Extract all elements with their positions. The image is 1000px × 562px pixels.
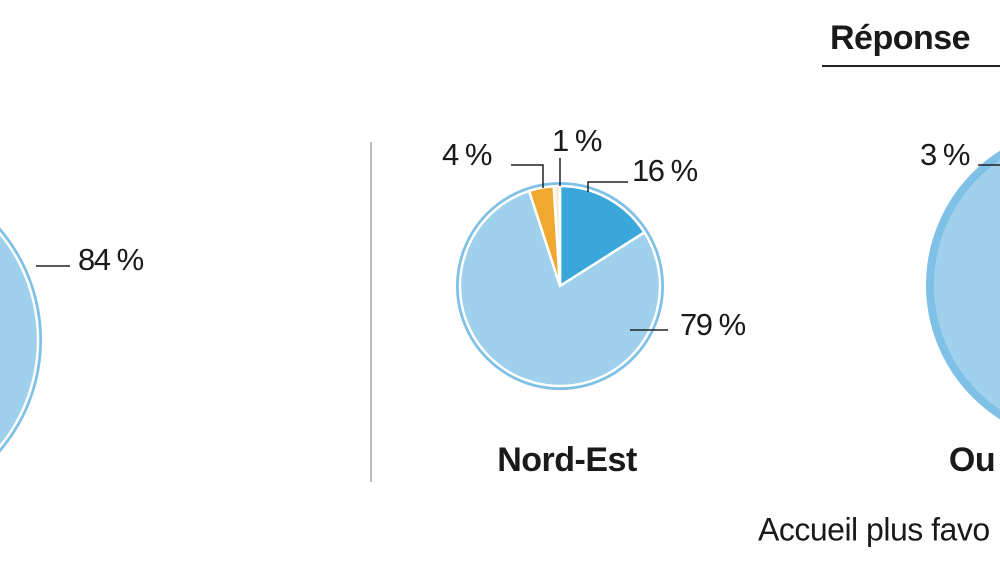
value-label: 3 % [920,137,970,172]
page-title: Réponse [830,19,970,57]
value-label: 1 % [552,123,602,158]
pie-slice [458,189,662,388]
footer-text: Accueil plus favo [758,511,990,547]
value-label: 16 % [632,153,698,188]
pie-background [926,150,1000,420]
pie-slice [558,184,647,289]
leader-line [587,181,628,192]
pie-title: Nord-Est [497,441,637,479]
pie-title: Ou [949,441,995,479]
leader-line [511,164,544,188]
value-label: 4 % [442,137,492,172]
pie-slice [0,231,40,449]
value-label: 79 % [680,307,746,342]
value-label: 84 % [78,242,144,277]
